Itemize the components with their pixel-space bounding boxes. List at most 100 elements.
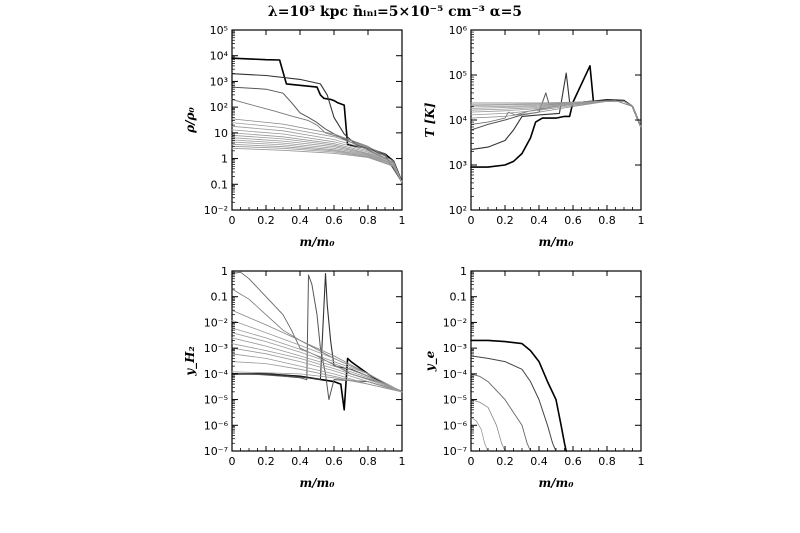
e-fraction-y-tick-label: 10⁻²: [443, 316, 467, 329]
temperature-series-line-0: [470, 65, 642, 168]
density-curves: [231, 57, 403, 183]
density-x-axis-label: m/m₀: [299, 235, 335, 249]
density-series-line-2: [231, 86, 403, 183]
e-fraction-y-tick-label: 10⁻⁵: [443, 394, 467, 407]
e-fraction-y-tick-label: 1: [460, 265, 467, 278]
temperature-panel: 0 0.2 0.4 0.6 0.8 1 10² 10³ 10⁴ 10⁵ 10⁶ m/m₀ T [K]: [423, 24, 645, 249]
h2-fraction-series-line-2: [231, 274, 403, 401]
h2-fraction-y-tick-label: 10⁻⁶: [204, 419, 229, 432]
h2-fraction-y-tick-label: 10⁻²: [204, 316, 228, 329]
temperature-x-tick-label: 0.4: [530, 214, 548, 227]
density-x-tick-label: 0.8: [359, 214, 377, 227]
e-fraction-x-tick-label: 0.8: [598, 455, 616, 468]
temperature-x-tick-label: 0.6: [564, 214, 582, 227]
e-fraction-y-tick-label: 10⁻⁶: [443, 419, 468, 432]
h2-fraction-ticks: 0 0.2 0.4 0.6 0.8 1 10⁻⁷ 10⁻⁶ 10⁻⁵ 10⁻⁴ 10⁻³ 10⁻² 0.…: [204, 265, 406, 468]
e-fraction-x-tick-label: 0.4: [530, 455, 548, 468]
h2-fraction-x-tick-label: 0.6: [325, 455, 343, 468]
h2-fraction-series-line-3: [231, 271, 403, 393]
h2-fraction-y-tick-label: 10⁻⁷: [204, 445, 228, 458]
density-y-tick-label: 0.1: [211, 178, 229, 191]
h2-fraction-x-tick-label: 0.8: [359, 455, 377, 468]
density-y-tick-label: 10⁻²: [204, 204, 228, 217]
density-series-line-12: [231, 141, 403, 183]
h2-fraction-series-line-11: [231, 347, 403, 393]
h2-fraction-y-axis-label: y_H₂: [183, 346, 198, 377]
e-fraction-series-line-4: [470, 417, 489, 452]
e-fraction-series-line-3: [470, 399, 506, 452]
h2-fraction-y-tick-label: 0.1: [211, 291, 229, 304]
h2-fraction-curves: [231, 271, 403, 411]
density-x-tick-label: 1: [399, 214, 406, 227]
e-fraction-series-line-1: [470, 355, 557, 452]
density-plot-frame: [231, 29, 403, 211]
e-fraction-y-axis-label: y_e: [423, 350, 438, 372]
figure-title: λ=10³ kpc n̄ᵢₙᵢ=5×10⁻⁵ cm⁻³ α=5: [268, 4, 522, 20]
temperature-x-tick-label: 1: [638, 214, 645, 227]
density-y-tick-label: 10: [214, 127, 228, 140]
temperature-x-tick-label: 0: [468, 214, 475, 227]
density-x-tick-label: 0: [229, 214, 236, 227]
density-panel: 0 0.2 0.4 0.6 0.8 1 10⁻² 0.1 1 10 10² 10³ 10⁴ 10⁵ m/m…: [183, 24, 406, 249]
e-fraction-x-tick-label: 0: [468, 455, 475, 468]
e-fraction-panel: 0 0.2 0.4 0.6 0.8 1 10⁻⁷ 10⁻⁶ 10⁻⁵ 10⁻⁴ 10⁻³ 10⁻² 0.…: [423, 265, 645, 490]
temperature-y-tick-label: 10⁶: [449, 24, 468, 37]
h2-fraction-x-tick-label: 0.4: [291, 455, 309, 468]
e-fraction-series-line-0: [470, 339, 568, 452]
temperature-ticks: 0 0.2 0.4 0.6 0.8 1 10² 10³ 10⁴ 10⁵ 10⁶: [449, 24, 645, 227]
density-series-line-4: [231, 118, 403, 183]
temperature-y-axis-label: T [K]: [423, 102, 437, 137]
density-y-tick-label: 1: [221, 153, 228, 166]
density-x-tick-label: 0.4: [291, 214, 309, 227]
density-series-line-13: [231, 143, 403, 183]
density-y-tick-label: 10⁵: [210, 24, 228, 37]
h2-fraction-x-tick-label: 0.2: [257, 455, 275, 468]
temperature-y-tick-label: 10³: [449, 159, 467, 172]
h2-fraction-y-tick-label: 1: [221, 265, 228, 278]
temperature-series-line-12: [470, 100, 642, 128]
e-fraction-curves: [470, 339, 568, 452]
temperature-x-axis-label: m/m₀: [538, 235, 574, 249]
h2-fraction-y-tick-label: 10⁻³: [204, 342, 228, 355]
h2-fraction-x-axis-label: m/m₀: [299, 476, 335, 490]
h2-fraction-series-line-8: [231, 332, 403, 393]
temperature-y-tick-label: 10²: [449, 204, 467, 217]
h2-fraction-x-tick-label: 0: [229, 455, 236, 468]
h2-fraction-series-line-10: [231, 343, 403, 393]
density-x-tick-label: 0.2: [257, 214, 275, 227]
h2-fraction-x-tick-label: 1: [399, 455, 406, 468]
density-ticks: 0 0.2 0.4 0.6 0.8 1 10⁻² 0.1 1 10 10² 10³ 10⁴ 10⁵: [204, 24, 406, 227]
e-fraction-x-tick-label: 0.2: [496, 455, 514, 468]
e-fraction-y-tick-label: 0.1: [450, 291, 468, 304]
temperature-y-tick-label: 10⁵: [449, 69, 467, 82]
h2-fraction-series-line-4: [231, 288, 403, 393]
density-y-tick-label: 10⁴: [210, 50, 229, 63]
density-series-line-15: [231, 147, 403, 183]
e-fraction-y-tick-label: 10⁻⁴: [443, 368, 468, 381]
temperature-x-tick-label: 0.2: [496, 214, 514, 227]
density-y-tick-label: 10³: [210, 75, 228, 88]
e-fraction-y-tick-label: 10⁻³: [443, 342, 467, 355]
h2-fraction-series-line-9: [231, 337, 403, 393]
temperature-x-tick-label: 0.8: [598, 214, 616, 227]
e-fraction-x-tick-label: 1: [638, 455, 645, 468]
e-fraction-ticks: 0 0.2 0.4 0.6 0.8 1 10⁻⁷ 10⁻⁶ 10⁻⁵ 10⁻⁴ 10⁻³ 10⁻² 0.…: [443, 265, 645, 468]
density-series-line-0: [231, 57, 403, 183]
temperature-y-tick-label: 10⁴: [449, 114, 468, 127]
density-x-tick-label: 0.6: [325, 214, 343, 227]
e-fraction-x-tick-label: 0.6: [564, 455, 582, 468]
h2-fraction-panel: 0 0.2 0.4 0.6 0.8 1 10⁻⁷ 10⁻⁶ 10⁻⁵ 10⁻⁴ 10⁻³ 10⁻² 0.…: [183, 265, 406, 490]
e-fraction-x-axis-label: m/m₀: [538, 476, 574, 490]
e-fraction-series-line-2: [470, 373, 531, 452]
h2-fraction-series-line-14: [231, 371, 403, 393]
density-y-tick-label: 10²: [210, 101, 228, 114]
density-series-line-1: [231, 73, 403, 183]
density-y-axis-label: ρ/ρ₀: [183, 106, 197, 133]
h2-fraction-y-tick-label: 10⁻⁴: [204, 368, 229, 381]
density-series-line-3: [231, 98, 403, 183]
density-series-line-11: [231, 139, 403, 183]
e-fraction-plot-frame: [470, 270, 642, 452]
e-fraction-y-tick-label: 10⁻⁷: [443, 445, 467, 458]
h2-fraction-series-line-7: [231, 327, 403, 393]
